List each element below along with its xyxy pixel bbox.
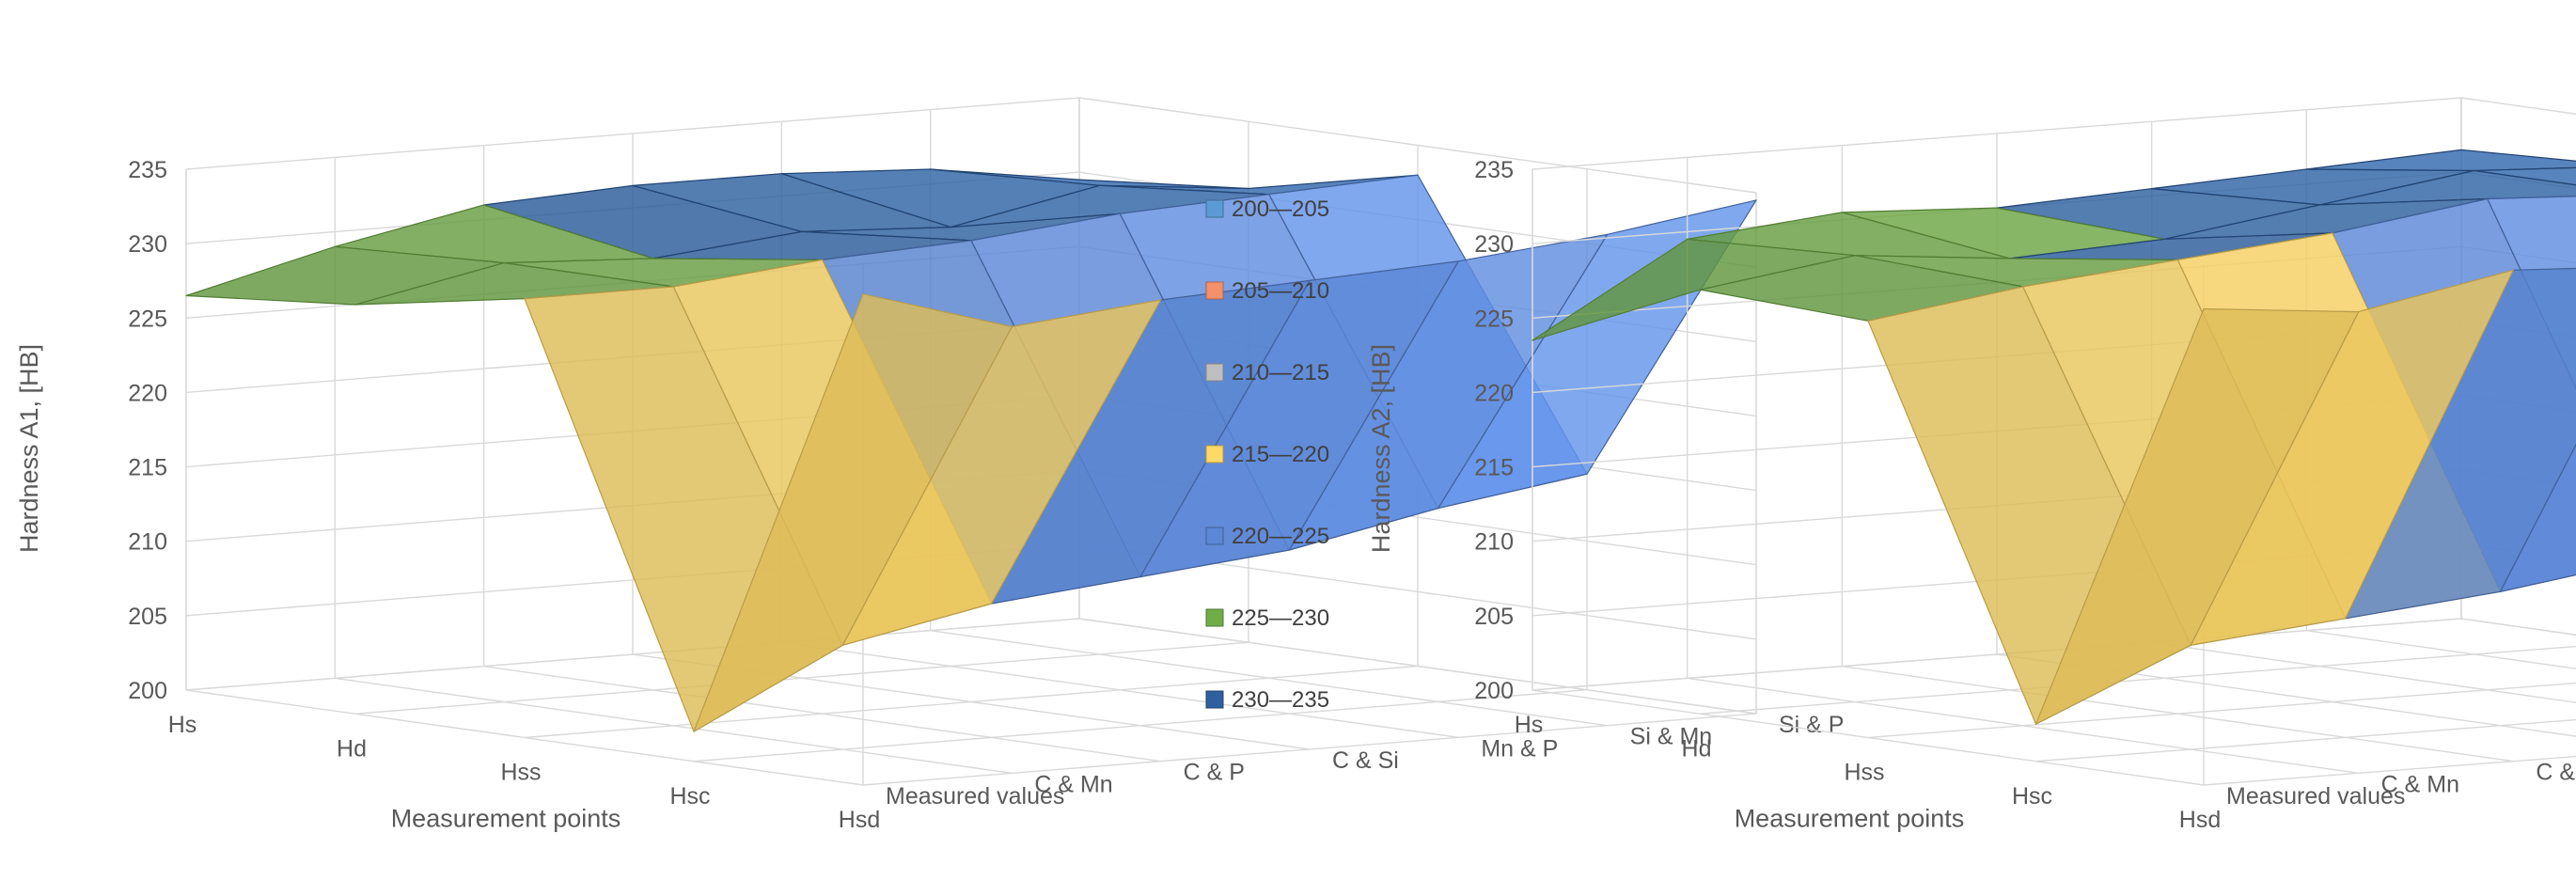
surface-patch: [2305, 149, 2576, 172]
legend-swatch: [1205, 281, 1224, 300]
x-tick-label: Hd: [337, 735, 367, 762]
y-tick-label: C & P: [2536, 760, 2576, 786]
y-gridline: [1841, 145, 2514, 762]
y-tick-label: Measured values: [886, 783, 1064, 810]
x-tick-label: Hd: [1682, 735, 1712, 762]
z-axis-title: Hardness A1, [HB]: [15, 344, 43, 553]
surface: [185, 168, 1757, 732]
legend-label: 205—210: [1232, 278, 1329, 304]
legend-swatch: [1205, 363, 1224, 382]
x-tick-label: Hss: [1844, 760, 1884, 786]
z-tick-label: 220: [128, 380, 167, 406]
legend-label: 210—215: [1232, 360, 1329, 385]
y-tick-label: Measured values: [2226, 783, 2405, 810]
legend-swatch: [1205, 527, 1224, 545]
x-tick-label: Hsc: [2012, 783, 2052, 810]
legend-item: 215—220: [1205, 442, 1329, 467]
y-gridline: [334, 157, 1013, 775]
z-tick-label: 205: [128, 604, 167, 630]
x-tick-label: Hsd: [2179, 807, 2221, 833]
legend-item: 210—215: [1205, 360, 1329, 385]
z-tick-label: 200: [128, 678, 167, 704]
legend-item: 205—210: [1205, 278, 1329, 304]
z-gridline: [185, 618, 1757, 715]
z-tick-label: 200: [1474, 678, 1514, 704]
z-tick-label: 225: [128, 306, 167, 332]
surface-chart-1: 200205210215220225230235HsHdHssHscHsdMea…: [15, 97, 1844, 833]
legend-label: 225—230: [1232, 605, 1329, 631]
x-tick-label: Hs: [1515, 712, 1544, 738]
legend-swatch: [1205, 199, 1224, 218]
y-gridline: [482, 145, 1161, 762]
legend-label: 220—225: [1232, 524, 1329, 549]
z-tick-label: 220: [1474, 380, 1514, 406]
y-tick-label: Si & Mn: [1630, 724, 1713, 750]
y-gridline: [1686, 157, 2359, 775]
y-tick-label: C & Mn: [2381, 771, 2459, 797]
surface-chart-2: 200205210215220225230235HsHdHssHscHsdMea…: [1367, 97, 2576, 833]
y-tick-label: C & P: [1184, 760, 1245, 786]
surface-patch: [693, 293, 1013, 732]
surface-patch: [2034, 307, 2360, 725]
z-axis-ticks: 200 205 210 215 220 225 230 235: [128, 157, 167, 704]
y-tick-label: Si & P: [1779, 712, 1844, 738]
x-tick-label: Hsc: [669, 783, 710, 810]
legend-label: 230—235: [1232, 687, 1329, 713]
x-tick-label: Hs: [168, 712, 197, 738]
legend-swatch: [1205, 690, 1224, 709]
legend-item: 230—235: [1205, 687, 1329, 713]
x-axis-title: Measurement points: [391, 805, 621, 833]
z-tick-label: 215: [1474, 455, 1514, 481]
y-tick-label: C & Si: [1332, 747, 1399, 774]
legend-label: 215—220: [1232, 442, 1329, 467]
legend-item: 225—230: [1205, 605, 1329, 631]
x-axis-title: Measurement points: [1735, 805, 1965, 833]
x-tick-label: Hss: [500, 760, 541, 786]
z-tick-label: 205: [1474, 604, 1514, 630]
legend: 200—205 205—210 210—215 215—220 220—225 225—2…: [1205, 196, 1329, 713]
y-tick-label: Mn & P: [1481, 735, 1558, 762]
z-tick-label: 215: [128, 455, 167, 481]
y-tick-label: C & Mn: [1034, 771, 1112, 797]
z-tick-label: 235: [1474, 157, 1514, 183]
surface-patch: [2474, 166, 2576, 186]
x-tick-label: Hsd: [839, 807, 880, 833]
z-axis-ticks: 200 205 210 215 220 225 230 235: [1474, 157, 1514, 704]
z-tick-label: 225: [1474, 306, 1514, 332]
legend-item: 220—225: [1205, 524, 1329, 549]
x-axis-ticks: Hs Hd Hss Hsc Hsd: [1515, 712, 2222, 833]
surface: [1531, 149, 2576, 725]
legend-item: 200—205: [1205, 196, 1329, 222]
z-tick-label: 210: [1474, 529, 1514, 556]
z-tick-label: 210: [128, 529, 167, 556]
x-axis-ticks: Hs Hd Hss Hsc Hsd: [168, 712, 881, 833]
z-tick-label: 230: [1474, 231, 1514, 258]
legend-swatch: [1205, 445, 1224, 464]
legend-label: 200—205: [1232, 196, 1329, 222]
legend-swatch: [1205, 608, 1224, 627]
z-tick-label: 230: [128, 231, 167, 258]
z-axis-title: Hardness A2, [HB]: [1367, 344, 1395, 553]
z-tick-label: 235: [128, 157, 167, 183]
